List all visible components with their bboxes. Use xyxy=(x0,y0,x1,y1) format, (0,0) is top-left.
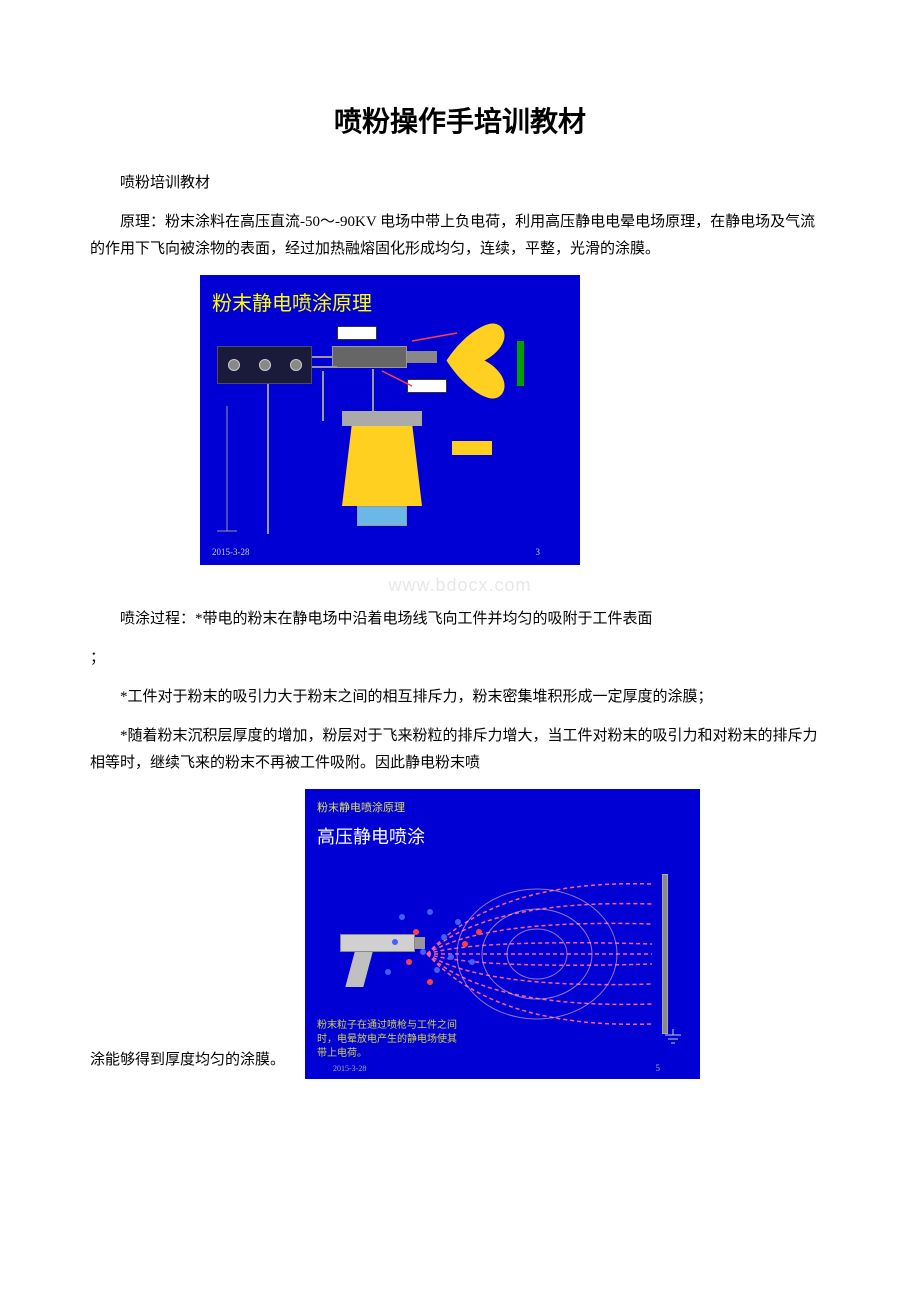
particle-blue-icon xyxy=(385,969,391,975)
label-box-yellow xyxy=(452,441,492,455)
connector-line xyxy=(312,356,332,358)
particle-blue-icon xyxy=(448,954,454,960)
connector-line xyxy=(312,366,337,368)
spray-gun xyxy=(332,346,407,368)
particle-blue-icon xyxy=(420,949,426,955)
particle-red-icon xyxy=(462,941,468,947)
diagram-electrostatic-principle: 粉末静电喷涂原理 2015-3-28 xyxy=(200,275,580,565)
powder-hopper xyxy=(342,411,422,531)
wrap-container: 涂能够得到厚度均匀的涂膜。 粉末静电喷涂原理 高压静电喷涂 xyxy=(90,789,830,1079)
label-box xyxy=(337,326,377,340)
particle-blue-icon xyxy=(427,909,433,915)
connector-line xyxy=(372,369,374,414)
particle-red-icon xyxy=(406,959,412,965)
diagram2-title: 高压静电喷涂 xyxy=(317,823,688,849)
particle-blue-icon xyxy=(392,939,398,945)
control-panel xyxy=(217,346,312,384)
star1-paragraph: *工件对于粉末的吸引力大于粉末之间的相互排斥力，粉末密集堆积形成一定厚度的涂膜； xyxy=(90,684,830,711)
workpiece-target-2 xyxy=(662,874,668,1034)
connector-line xyxy=(267,384,269,534)
dial-icon xyxy=(228,359,240,371)
powder-cloud xyxy=(437,331,512,391)
particle-blue-icon xyxy=(441,934,447,940)
diagram1-page-num: 3 xyxy=(536,547,541,557)
particle-blue-icon xyxy=(469,959,475,965)
caption-line: 时，电晕放电产生的静电场使其 xyxy=(317,1034,457,1045)
particle-red-icon xyxy=(476,929,482,935)
watermark: www.bdocx.com xyxy=(90,575,830,596)
ground-symbol-icon xyxy=(663,1029,683,1044)
diagram2-date: 2015-3-28 xyxy=(333,1064,366,1073)
diagram1-date: 2015-3-28 xyxy=(212,547,250,557)
diagram2-page-num: 5 xyxy=(656,1063,661,1073)
star2-paragraph: *随着粉末沉积层厚度的增加，粉层对于飞来粉粒的排斥力增大，当工件对粉末的吸引力和… xyxy=(90,723,830,777)
diagram2-subtitle: 粉末静电喷涂原理 xyxy=(317,799,688,815)
dial-icon xyxy=(290,359,302,371)
diagram1-content xyxy=(212,331,568,551)
particle-blue-icon xyxy=(455,919,461,925)
dial-icon xyxy=(259,359,271,371)
wrap-text: 涂能够得到厚度均匀的涂膜。 xyxy=(90,1047,285,1079)
process-paragraph-cont: ； xyxy=(90,645,830,672)
particle-blue-icon xyxy=(399,914,405,920)
diagram2-caption: 粉末粒子在通过喷枪与工件之间 时，电晕放电产生的静电场使其 带上电荷。 xyxy=(317,1019,497,1061)
particle-blue-icon xyxy=(434,967,440,973)
workpiece-target xyxy=(517,341,524,386)
particle-red-icon xyxy=(413,929,419,935)
particles xyxy=(357,899,497,999)
subtitle-paragraph: 喷粉培训教材 xyxy=(90,170,830,197)
caption-line: 带上电荷。 xyxy=(317,1048,367,1059)
connector-line xyxy=(322,371,324,421)
process-paragraph: 喷涂过程：*带电的粉末在静电场中沿着电场线飞向工件并均匀的吸附于工件表面 xyxy=(90,606,830,633)
caption-line: 粉末粒子在通过喷枪与工件之间 xyxy=(317,1020,457,1031)
principle-paragraph: 原理：粉末涂料在高压直流-50～-90KV 电场中带上负电荷，利用高压静电电晕电… xyxy=(90,209,830,263)
label-box xyxy=(407,379,447,393)
spray-gun-barrel xyxy=(407,351,437,363)
diagram-high-voltage-spray: 粉末静电喷涂原理 高压静电喷涂 xyxy=(305,789,700,1079)
diagram1-title: 粉末静电喷涂原理 xyxy=(212,287,568,316)
particle-red-icon xyxy=(427,979,433,985)
document-title: 喷粉操作手培训教材 xyxy=(90,100,830,140)
